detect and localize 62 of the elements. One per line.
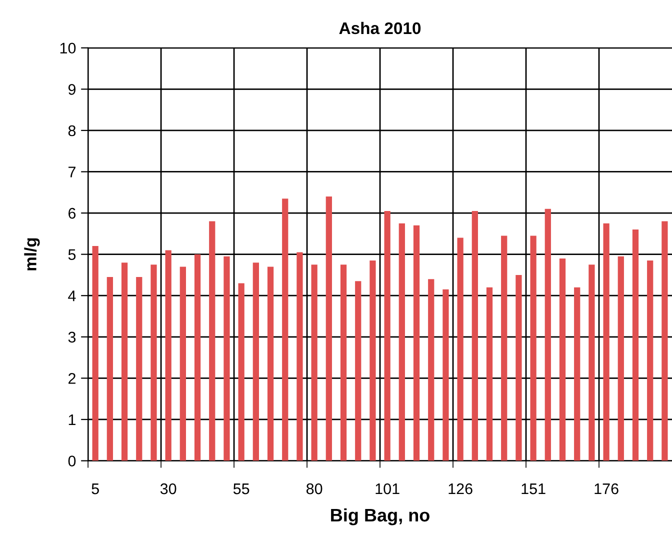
bar xyxy=(136,277,142,461)
bar xyxy=(121,262,128,461)
bar xyxy=(413,225,420,461)
bar xyxy=(296,252,303,461)
x-tick-label: 176 xyxy=(594,483,618,494)
x-tick-label: 126 xyxy=(448,483,472,494)
y-tick-label: 1 xyxy=(68,414,76,426)
bar xyxy=(106,277,113,461)
chart-title: Asha 2010 xyxy=(339,22,421,34)
bar xyxy=(632,230,639,461)
bar xyxy=(180,266,186,461)
bar xyxy=(442,289,449,461)
bar xyxy=(267,266,274,461)
bar xyxy=(209,221,216,461)
bar xyxy=(224,256,230,461)
bar xyxy=(92,246,98,461)
y-tick-label: 5 xyxy=(68,249,76,260)
bar xyxy=(486,287,493,461)
bar xyxy=(618,256,624,461)
bar xyxy=(194,254,201,461)
x-tick-label: 80 xyxy=(306,483,322,494)
bar xyxy=(501,236,508,461)
bar xyxy=(384,210,390,461)
bar xyxy=(559,258,566,461)
bar xyxy=(647,260,654,461)
bar xyxy=(398,223,405,461)
bar xyxy=(588,264,595,461)
y-tick-label: 4 xyxy=(68,290,76,302)
y-axis-title: ml/g xyxy=(24,238,40,270)
bar xyxy=(355,281,362,461)
y-tick-label: 0 xyxy=(68,456,76,466)
x-tick-label: 55 xyxy=(233,484,250,494)
y-tick-label: 6 xyxy=(68,208,76,219)
bar xyxy=(544,208,551,461)
y-tick-label: 7 xyxy=(68,166,76,178)
bar xyxy=(238,283,244,461)
bar xyxy=(282,198,288,461)
bar xyxy=(150,264,157,461)
x-axis-title: Big Bag, no xyxy=(331,508,430,526)
bar xyxy=(326,196,332,461)
x-tick-label: 5 xyxy=(92,484,99,494)
bar xyxy=(574,287,580,461)
y-tick-label: 2 xyxy=(68,373,76,384)
x-tick-label: 30 xyxy=(160,483,176,494)
x-tick-label: 151 xyxy=(522,484,546,494)
bar xyxy=(340,264,347,461)
bar xyxy=(165,250,172,461)
y-tick-label: 9 xyxy=(68,84,76,95)
y-tick-label: 3 xyxy=(68,332,76,343)
bar xyxy=(516,274,522,461)
bar xyxy=(472,210,478,461)
bar xyxy=(457,238,464,461)
bar xyxy=(370,260,376,461)
bar xyxy=(662,221,668,461)
bar xyxy=(603,223,610,461)
y-tick-label: 8 xyxy=(68,125,76,136)
bar xyxy=(311,264,318,461)
bar xyxy=(252,262,259,461)
x-tick-label: 101 xyxy=(376,483,400,494)
bar xyxy=(428,279,434,461)
bar xyxy=(530,236,536,461)
y-tick-label: 10 xyxy=(60,42,76,54)
